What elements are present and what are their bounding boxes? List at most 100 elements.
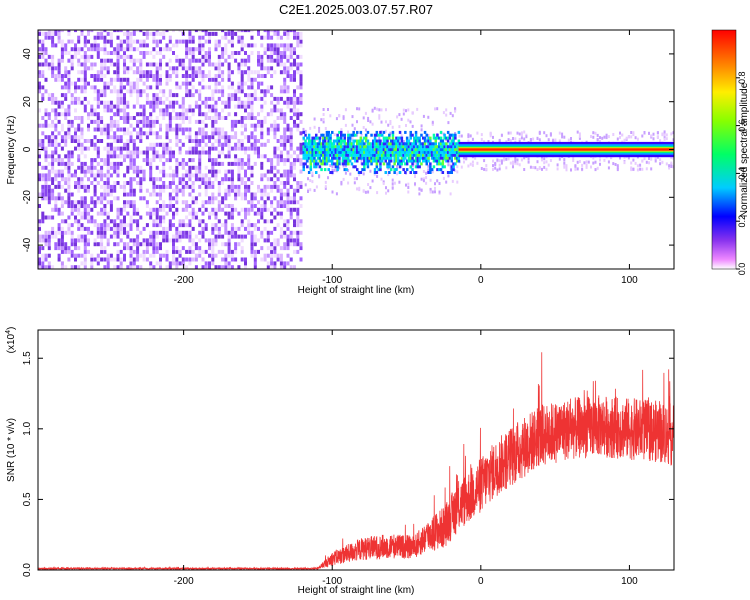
heatmap-cell [198,58,202,63]
heatmap-cell [44,150,48,155]
heatmap-cell [136,246,140,251]
heatmap-cell [273,246,277,251]
heatmap-cell [139,215,143,220]
heatmap-cell [96,257,100,262]
heatmap-cell [234,51,238,55]
heatmap-cell [263,142,267,147]
heatmap-cell [370,142,373,146]
heatmap-cell [194,200,198,205]
heatmap-cell [204,184,208,189]
heatmap-cell [418,165,421,169]
heatmap-cell [159,177,162,182]
heatmap-cell [332,150,336,154]
heatmap-cell [185,173,189,178]
heatmap-cell [204,188,208,193]
heatmap-cell [113,85,117,90]
heatmap-cell [306,145,309,149]
heatmap-cell [109,58,113,63]
heatmap-cell [90,108,94,113]
heatmap-cell [485,164,488,167]
heatmap-cell [155,93,159,98]
heatmap-cell [116,135,120,140]
heatmap-cell [286,192,290,197]
heatmap-cell [149,146,153,151]
heatmap-cell [188,116,192,120]
heatmap-cell [214,234,218,239]
heatmap-cell [139,139,143,143]
heatmap-cell [436,136,439,140]
heatmap-cell [77,181,81,185]
heatmap-cell [366,145,370,149]
heatmap-cell [311,142,314,146]
heatmap-cell [139,112,143,117]
heatmap-cell [165,70,169,75]
heatmap-cell [51,119,55,124]
heatmap-cell [185,161,189,166]
heatmap-cell [198,219,202,224]
heatmap-cell [106,238,110,243]
heatmap-cell [64,188,68,193]
heatmap-cell [450,171,453,174]
heatmap-cell [299,131,303,136]
heatmap-cell [386,162,389,166]
heatmap-cell [204,207,208,212]
heatmap-cell [51,74,55,78]
heatmap-cell [286,219,290,224]
heatmap-cell [194,169,198,174]
svg-text:(x104): (x104) [5,327,17,354]
heatmap-cell [260,211,264,216]
heatmap-cell [411,156,414,160]
heatmap-cell [217,96,221,101]
heatmap-cell [90,169,94,174]
heatmap-cell [159,246,162,251]
heatmap-cell [373,145,377,149]
heatmap-cell [96,261,100,266]
heatmap-cell [145,158,149,163]
heatmap-cell [425,162,428,166]
heatmap-cell [142,112,146,117]
heatmap-cell [416,165,420,169]
heatmap-cell [136,131,140,136]
heatmap-cell [106,81,110,86]
heatmap-cell [263,173,267,178]
heatmap-cell [320,133,323,137]
heatmap-cell [178,62,182,67]
heatmap-cell [181,261,185,266]
heatmap-cell [113,188,117,193]
heatmap-cell [293,173,296,178]
heatmap-cell [334,145,338,149]
heatmap-cell [208,51,211,55]
heatmap-cell [332,142,336,146]
heatmap-cell [381,156,384,160]
heatmap-cell [325,148,329,152]
heatmap-cell [93,158,97,163]
heatmap-cell [260,66,264,71]
heatmap-cell [136,89,140,94]
heatmap-cell [266,139,270,143]
heatmap-cell [427,136,430,140]
heatmap-cell [74,81,77,86]
heatmap-cell [116,211,120,216]
heatmap-cell [172,257,175,262]
heatmap-cell [165,150,169,155]
heatmap-cell [266,58,270,63]
heatmap-cell [159,265,162,269]
heatmap-cell [237,100,241,105]
heatmap-cell [113,161,117,166]
heatmap-cell [234,146,238,151]
heatmap-cell [57,242,61,247]
heatmap-cell [227,77,231,82]
heatmap-cell [214,43,218,48]
heatmap-cell [400,153,404,157]
heatmap-cell [340,142,343,146]
heatmap-cell [96,70,100,75]
heatmap-cell [414,150,418,154]
heatmap-cell [253,96,257,101]
heatmap-cell [198,161,202,166]
heatmap-cell [188,211,192,216]
heatmap-cell [382,130,386,134]
y-tick-label: -40 [22,237,33,252]
heatmap-cell [119,89,123,94]
heatmap-cell [434,136,437,140]
heatmap-cell [438,153,441,157]
